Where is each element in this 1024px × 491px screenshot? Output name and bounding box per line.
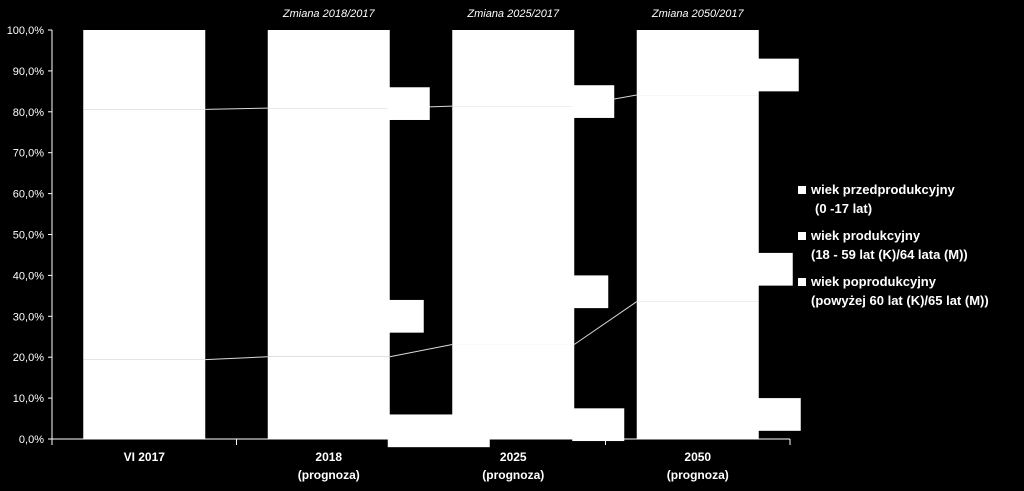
category-label: 2050 [684, 450, 711, 464]
bar-segment [452, 30, 575, 107]
legend-item-poprodukcyjny: wiek poprodukcyjny (powyżej 60 lat (K)/6… [798, 272, 1024, 310]
bar-segment [83, 30, 206, 110]
bar-segment [267, 356, 390, 439]
change-box-lower [387, 414, 490, 448]
series-connector [205, 356, 268, 361]
change-box-top [756, 58, 799, 92]
bar-segment [636, 95, 759, 302]
y-tick-label: 70,0% [13, 148, 44, 160]
legend-label: wiek produkcyjny [811, 228, 921, 243]
legend-sublabel: (18 - 59 lat (K)/64 lata (M)) [811, 247, 968, 262]
bar-segment [452, 106, 575, 345]
category-sublabel: (prognoza) [667, 468, 729, 482]
series-connector [205, 107, 268, 110]
change-box-middle [572, 275, 609, 309]
bar-segment [636, 30, 759, 96]
legend-label: wiek przedprodukcyjny [811, 182, 955, 197]
legend-label: wiek poprodukcyjny [811, 274, 936, 289]
y-tick-label: 100,0% [7, 25, 45, 37]
legend-sublabel: (powyżej 60 lat (K)/65 lat (M)) [811, 293, 989, 308]
legend-swatch [798, 278, 806, 286]
category-label: VI 2017 [124, 450, 166, 464]
y-tick-label: 30,0% [13, 311, 44, 323]
change-box-top [387, 87, 430, 120]
change-box-lower [756, 398, 801, 431]
change-box-middle [387, 299, 424, 333]
y-tick-label: 40,0% [13, 270, 44, 282]
legend: wiek przedprodukcyjny (0 -17 lat) wiek p… [798, 180, 1024, 318]
y-tick-label: 50,0% [13, 230, 44, 242]
legend-item-przedprodukcyjny: wiek przedprodukcyjny (0 -17 lat) [798, 180, 1024, 218]
y-tick-label: 80,0% [13, 107, 44, 119]
bar-segment [267, 30, 390, 109]
change-label: Zmiana 2018/2017 [282, 8, 376, 20]
y-tick-label: 0,0% [19, 434, 44, 446]
legend-swatch [798, 232, 806, 240]
y-tick-label: 60,0% [13, 189, 44, 201]
bar-segment [83, 109, 206, 360]
y-tick-label: 90,0% [13, 66, 44, 78]
change-box-lower [572, 408, 625, 442]
change-box-top [572, 85, 615, 118]
category-sublabel: (prognoza) [482, 468, 544, 482]
series-connector [389, 344, 453, 358]
bar-segment [83, 359, 206, 439]
category-label: 2025 [500, 450, 527, 464]
bar-segment [636, 301, 759, 439]
y-tick-label: 10,0% [13, 393, 44, 405]
bar-segment [267, 108, 390, 357]
change-box-middle [756, 252, 793, 286]
change-label: Zmiana 2025/2017 [466, 8, 560, 20]
category-label: 2018 [315, 450, 342, 464]
category-sublabel: (prognoza) [298, 468, 360, 482]
series-connector [573, 301, 638, 345]
legend-sublabel: (0 -17 lat) [815, 201, 873, 216]
legend-item-produkcyjny: wiek produkcyjny (18 - 59 lat (K)/64 lat… [798, 226, 1024, 264]
y-tick-label: 20,0% [13, 352, 44, 364]
change-label: Zmiana 2050/2017 [651, 8, 745, 20]
legend-swatch [798, 186, 806, 194]
